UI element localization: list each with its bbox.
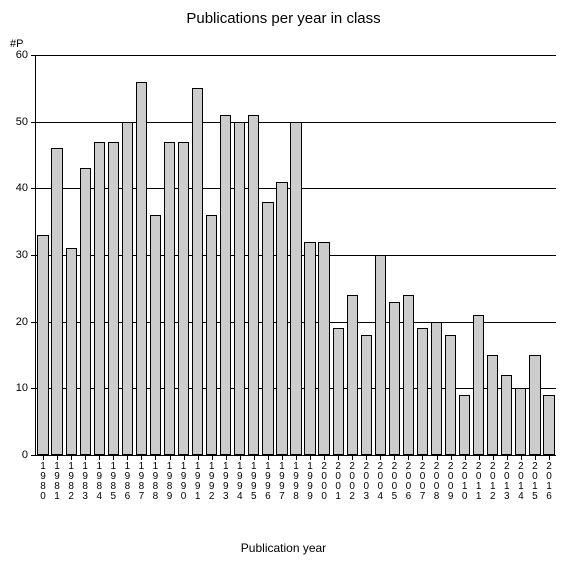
x-tick-label: 2013 xyxy=(502,455,512,502)
bar xyxy=(94,142,105,455)
bar xyxy=(431,322,442,455)
x-tick-label: 2003 xyxy=(361,455,371,502)
bar xyxy=(276,182,287,455)
x-tick-label: 2011 xyxy=(474,455,484,502)
x-tick-label: 2016 xyxy=(544,455,554,502)
bar xyxy=(150,215,161,455)
x-tick-label: 1983 xyxy=(80,455,90,502)
bar xyxy=(178,142,189,455)
bar xyxy=(543,395,554,455)
bar xyxy=(403,295,414,455)
y-tick-label: 60 xyxy=(16,49,36,61)
y-tick-label: 40 xyxy=(16,182,36,194)
bar xyxy=(80,168,91,455)
x-tick-label: 1988 xyxy=(150,455,160,502)
bar xyxy=(234,122,245,455)
bar xyxy=(262,202,273,455)
plot-area: 0102030405060198019811982198319841985198… xyxy=(35,55,556,456)
x-tick-label: 1990 xyxy=(179,455,189,502)
x-tick-label: 1997 xyxy=(277,455,287,502)
bar xyxy=(529,355,540,455)
y-tick-label: 50 xyxy=(16,116,36,128)
x-tick-label: 1981 xyxy=(52,455,62,502)
bar xyxy=(290,122,301,455)
bar xyxy=(66,248,77,455)
bar xyxy=(347,295,358,455)
chart-title: Publications per year in class xyxy=(0,10,567,27)
bar xyxy=(51,148,62,455)
x-tick-label: 1998 xyxy=(291,455,301,502)
x-tick-label: 2010 xyxy=(460,455,470,502)
bar xyxy=(333,328,344,455)
x-tick-label: 2007 xyxy=(417,455,427,502)
bar xyxy=(473,315,484,455)
x-tick-label: 1992 xyxy=(207,455,217,502)
y-tick-label: 0 xyxy=(22,449,36,461)
x-tick-label: 1985 xyxy=(108,455,118,502)
bar xyxy=(220,115,231,455)
x-tick-label: 1980 xyxy=(38,455,48,502)
bar xyxy=(248,115,259,455)
x-tick-label: 1994 xyxy=(235,455,245,502)
bar xyxy=(361,335,372,455)
bar xyxy=(515,388,526,455)
x-tick-label: 2015 xyxy=(530,455,540,502)
x-tick-label: 1982 xyxy=(66,455,76,502)
bar xyxy=(445,335,456,455)
y-tick-label: 10 xyxy=(16,382,36,394)
bar xyxy=(206,215,217,455)
x-tick-label: 2006 xyxy=(403,455,413,502)
x-tick-label: 2008 xyxy=(432,455,442,502)
x-tick-label: 2005 xyxy=(389,455,399,502)
bar xyxy=(122,122,133,455)
bar xyxy=(375,255,386,455)
x-tick-label: 1993 xyxy=(221,455,231,502)
gridline xyxy=(36,55,556,56)
x-tick-label: 2002 xyxy=(347,455,357,502)
x-tick-label: 1995 xyxy=(249,455,259,502)
bar xyxy=(192,88,203,455)
x-tick-label: 2004 xyxy=(375,455,385,502)
y-tick-label: 30 xyxy=(16,249,36,261)
x-tick-label: 2000 xyxy=(319,455,329,502)
bar xyxy=(459,395,470,455)
chart-container: Publications per year in class #P 010203… xyxy=(0,0,567,567)
x-tick-label: 1984 xyxy=(94,455,104,502)
x-tick-label: 2009 xyxy=(446,455,456,502)
x-tick-label: 2001 xyxy=(333,455,343,502)
x-tick-label: 1989 xyxy=(165,455,175,502)
bar xyxy=(501,375,512,455)
bar xyxy=(164,142,175,455)
x-tick-label: 1991 xyxy=(193,455,203,502)
bar xyxy=(304,242,315,455)
bar xyxy=(417,328,428,455)
bar xyxy=(318,242,329,455)
y-tick-label: 20 xyxy=(16,316,36,328)
bar xyxy=(389,302,400,455)
bar xyxy=(136,82,147,455)
x-tick-label: 1987 xyxy=(136,455,146,502)
x-tick-label: 1996 xyxy=(263,455,273,502)
x-tick-label: 2014 xyxy=(516,455,526,502)
x-tick-label: 2012 xyxy=(488,455,498,502)
bar xyxy=(108,142,119,455)
x-tick-label: 1986 xyxy=(122,455,132,502)
bar xyxy=(487,355,498,455)
bar xyxy=(37,235,48,455)
x-axis-label: Publication year xyxy=(0,541,567,555)
x-tick-label: 1999 xyxy=(305,455,315,502)
